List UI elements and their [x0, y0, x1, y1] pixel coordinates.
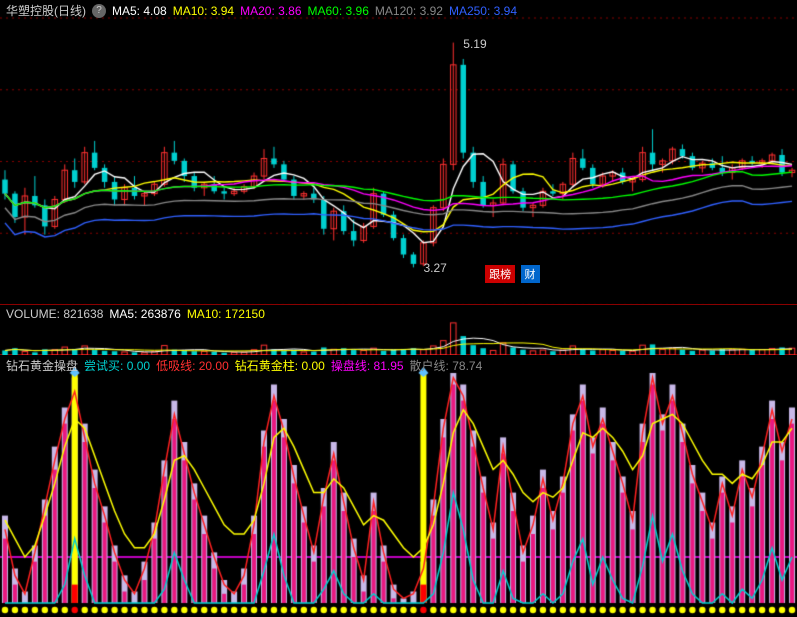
badge-finance[interactable]: 财: [521, 265, 540, 283]
volume-chart-panel[interactable]: VOLUME: 821638 MA5: 263876 MA10: 172150: [0, 305, 797, 355]
indicator-chart-canvas: [0, 355, 797, 617]
volume-header: VOLUME: 821638 MA5: 263876 MA10: 172150: [0, 305, 797, 323]
help-icon[interactable]: ?: [92, 4, 106, 18]
vol-ma5-label: MA5: 263876: [109, 307, 180, 321]
price-chart-header: 华塑控股(日线) ? MA5: 4.08 MA10: 3.94 MA20: 3.…: [0, 0, 797, 21]
badge-rank[interactable]: 跟榜: [485, 265, 515, 283]
ma10-label: MA10: 3.94: [173, 4, 234, 18]
price-chart-panel[interactable]: 华塑控股(日线) ? MA5: 4.08 MA10: 3.94 MA20: 3.…: [0, 0, 797, 305]
ma20-label: MA20: 3.86: [240, 4, 301, 18]
ma120-label: MA120: 3.92: [375, 4, 443, 18]
ma250-label: MA250: 3.94: [449, 4, 517, 18]
badges: 跟榜 财: [483, 265, 539, 283]
price-chart-canvas: [0, 0, 797, 305]
ind-c-label: 钻石黄金柱: 0.00: [235, 357, 325, 374]
stock-title: 华塑控股(日线): [6, 2, 86, 19]
high-annotation: 5.19: [463, 37, 486, 51]
ma60-label: MA60: 3.96: [308, 4, 369, 18]
indicator-chart-panel[interactable]: 钻石黄金操盘 尝试买: 0.00 低吸线: 20.00 钻石黄金柱: 0.00 …: [0, 355, 797, 617]
indicator-header: 钻石黄金操盘 尝试买: 0.00 低吸线: 20.00 钻石黄金柱: 0.00 …: [0, 355, 797, 376]
low-annotation: 3.27: [423, 261, 446, 275]
ind-b-label: 低吸线: 20.00: [156, 357, 229, 374]
vol-ma10-label: MA10: 172150: [187, 307, 265, 321]
indicator-title: 钻石黄金操盘: [6, 357, 78, 374]
ind-d-label: 操盘线: 81.95: [331, 357, 404, 374]
ma5-label: MA5: 4.08: [112, 4, 167, 18]
volume-label: VOLUME: 821638: [6, 307, 103, 321]
ind-a-label: 尝试买: 0.00: [84, 357, 150, 374]
ind-e-label: 散户线: 78.74: [410, 357, 483, 374]
